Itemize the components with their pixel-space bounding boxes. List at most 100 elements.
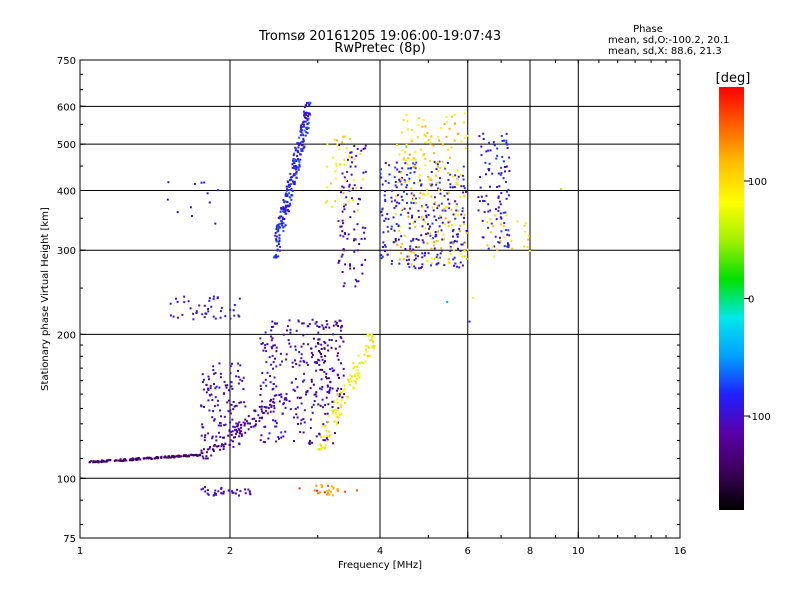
data-point [273, 322, 276, 325]
data-point [221, 443, 223, 446]
data-point [236, 422, 239, 425]
data-point [327, 492, 330, 495]
data-point [293, 182, 296, 185]
data-point [246, 422, 249, 425]
data-point [302, 342, 305, 345]
data-point [322, 327, 325, 330]
data-point [381, 214, 384, 217]
data-point [331, 406, 334, 409]
data-point [341, 172, 344, 175]
data-point [303, 120, 306, 123]
data-point [400, 183, 403, 186]
data-point [299, 141, 302, 144]
data-point [305, 113, 308, 116]
data-point [251, 418, 254, 420]
data-point [341, 325, 344, 328]
data-point [370, 338, 373, 341]
data-point [427, 252, 430, 255]
data-point [309, 387, 312, 390]
data-point [238, 297, 241, 300]
data-point [232, 445, 235, 448]
data-point [343, 232, 346, 234]
data-point [285, 397, 288, 400]
data-point [355, 280, 358, 283]
data-point [425, 214, 428, 217]
data-point [212, 450, 215, 452]
data-point [424, 158, 427, 160]
data-point [405, 186, 408, 189]
data-point [218, 386, 221, 389]
data-point [344, 203, 347, 206]
data-point [281, 210, 284, 213]
data-point [224, 442, 227, 445]
data-point [298, 364, 301, 367]
data-point [421, 252, 424, 255]
data-point [351, 375, 354, 378]
data-point [199, 453, 201, 456]
data-point [281, 412, 284, 415]
data-point [337, 421, 339, 424]
data-point [433, 152, 436, 155]
data-point [429, 177, 432, 180]
data-point [339, 163, 342, 166]
data-point [334, 347, 337, 350]
data-point [300, 124, 303, 127]
data-point [483, 211, 486, 214]
data-point [399, 213, 402, 216]
data-point [415, 202, 418, 204]
data-point [325, 186, 328, 189]
data-point [497, 209, 500, 212]
data-point [150, 457, 153, 460]
data-point [254, 410, 257, 413]
data-point [448, 261, 451, 264]
data-point [362, 361, 364, 364]
data-point [317, 331, 320, 334]
data-point [233, 314, 236, 317]
data-point [200, 434, 203, 437]
data-point [344, 179, 347, 182]
data-point [458, 230, 461, 233]
data-point [229, 372, 232, 375]
data-point [438, 225, 441, 228]
data-point [412, 197, 415, 200]
data-point [299, 153, 301, 156]
data-point [214, 371, 217, 374]
data-point [269, 399, 272, 402]
data-point [222, 436, 224, 439]
data-point [101, 459, 103, 462]
data-point [303, 125, 305, 128]
data-point [296, 142, 299, 145]
data-point [489, 149, 492, 152]
data-point [317, 358, 320, 361]
data-point [329, 182, 332, 185]
data-point [233, 405, 236, 408]
data-point [223, 380, 226, 383]
data-point [337, 220, 340, 223]
data-point [382, 241, 385, 244]
data-point [451, 242, 454, 245]
data-point [444, 167, 447, 170]
data-point [406, 173, 409, 176]
data-point [299, 126, 302, 129]
data-point [229, 409, 232, 412]
data-point [340, 337, 343, 340]
data-point [279, 215, 282, 218]
data-point [433, 244, 436, 247]
colorbar-label: [deg] [716, 71, 751, 86]
data-point [231, 491, 234, 494]
data-point [424, 125, 427, 128]
colorbar-gradient [719, 87, 744, 510]
y-tick-label: 100 [57, 474, 76, 485]
data-point [244, 418, 247, 421]
data-point [319, 351, 321, 354]
data-point [320, 448, 322, 451]
data-point [282, 222, 285, 225]
data-point [302, 322, 305, 325]
data-point [294, 407, 297, 410]
data-point [332, 412, 335, 415]
data-point [236, 431, 239, 434]
data-point [330, 339, 333, 342]
data-point [506, 190, 508, 193]
data-point [294, 359, 296, 362]
data-point [334, 412, 337, 415]
